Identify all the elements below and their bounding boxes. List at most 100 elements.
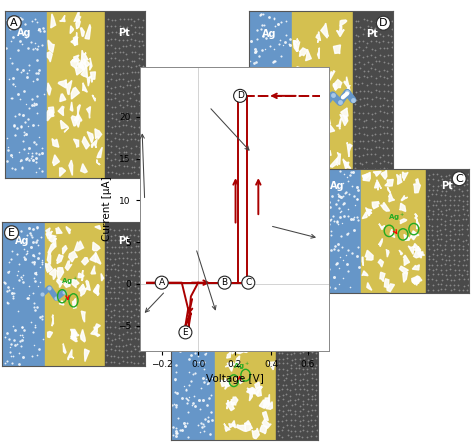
Polygon shape	[71, 116, 79, 126]
Polygon shape	[220, 380, 226, 386]
Text: Pt: Pt	[366, 29, 378, 39]
Polygon shape	[314, 109, 318, 115]
Polygon shape	[58, 80, 66, 88]
Text: Ag$^+$: Ag$^+$	[233, 361, 250, 373]
Polygon shape	[334, 79, 342, 90]
Polygon shape	[225, 381, 231, 389]
Polygon shape	[81, 28, 84, 36]
Polygon shape	[93, 285, 99, 294]
Polygon shape	[366, 209, 372, 216]
Polygon shape	[327, 124, 335, 133]
Polygon shape	[74, 114, 82, 127]
Polygon shape	[246, 388, 255, 393]
Polygon shape	[365, 207, 372, 216]
Polygon shape	[412, 265, 419, 270]
Polygon shape	[268, 314, 273, 321]
Polygon shape	[46, 263, 48, 272]
Polygon shape	[60, 16, 65, 22]
Polygon shape	[81, 65, 87, 78]
Polygon shape	[259, 400, 268, 408]
Polygon shape	[390, 230, 395, 238]
Bar	[353, 11, 393, 189]
Polygon shape	[418, 252, 425, 258]
Polygon shape	[61, 120, 68, 129]
Polygon shape	[246, 337, 252, 345]
Polygon shape	[298, 106, 306, 117]
Polygon shape	[344, 77, 350, 91]
Polygon shape	[232, 335, 236, 343]
Polygon shape	[387, 187, 391, 193]
Polygon shape	[309, 75, 316, 86]
Polygon shape	[81, 164, 87, 173]
Polygon shape	[224, 424, 230, 432]
Polygon shape	[47, 263, 53, 272]
Polygon shape	[56, 227, 62, 234]
Polygon shape	[326, 91, 329, 103]
Polygon shape	[235, 356, 240, 367]
Polygon shape	[95, 129, 101, 139]
Polygon shape	[238, 342, 246, 351]
Polygon shape	[328, 71, 335, 81]
Polygon shape	[379, 224, 385, 230]
Polygon shape	[70, 102, 73, 111]
Polygon shape	[299, 153, 306, 160]
Polygon shape	[306, 49, 311, 61]
Polygon shape	[337, 25, 344, 36]
Polygon shape	[264, 329, 271, 333]
Polygon shape	[400, 219, 407, 224]
Text: Ag: Ag	[15, 237, 29, 246]
Polygon shape	[326, 112, 330, 128]
Polygon shape	[225, 378, 230, 384]
Polygon shape	[300, 48, 307, 56]
Polygon shape	[91, 266, 96, 274]
Polygon shape	[249, 390, 252, 401]
Polygon shape	[64, 280, 70, 287]
Polygon shape	[381, 202, 390, 211]
Text: B: B	[221, 278, 228, 287]
Bar	[171, 311, 215, 440]
Polygon shape	[81, 285, 86, 296]
Polygon shape	[333, 45, 340, 54]
Polygon shape	[266, 402, 273, 409]
Polygon shape	[95, 226, 100, 230]
Polygon shape	[47, 83, 51, 95]
Polygon shape	[52, 315, 54, 326]
Polygon shape	[229, 424, 234, 428]
Polygon shape	[59, 301, 64, 305]
Polygon shape	[49, 234, 57, 242]
Polygon shape	[264, 400, 269, 408]
Polygon shape	[411, 276, 419, 284]
Polygon shape	[247, 388, 255, 394]
Polygon shape	[49, 269, 56, 280]
Polygon shape	[57, 254, 63, 264]
Polygon shape	[63, 246, 67, 254]
Polygon shape	[417, 220, 419, 229]
Bar	[249, 11, 292, 189]
Polygon shape	[229, 364, 233, 371]
Polygon shape	[97, 160, 100, 165]
Polygon shape	[411, 276, 419, 285]
Polygon shape	[233, 314, 238, 323]
Polygon shape	[268, 323, 272, 327]
Polygon shape	[84, 349, 89, 361]
Polygon shape	[47, 332, 53, 337]
Polygon shape	[252, 428, 259, 439]
Polygon shape	[70, 26, 73, 34]
Polygon shape	[302, 140, 310, 150]
Polygon shape	[400, 266, 408, 273]
Polygon shape	[86, 281, 90, 290]
Polygon shape	[53, 155, 59, 166]
Polygon shape	[83, 83, 87, 92]
Polygon shape	[293, 81, 299, 91]
Polygon shape	[90, 58, 92, 70]
Polygon shape	[76, 19, 80, 29]
Text: Pt: Pt	[291, 324, 302, 334]
Polygon shape	[343, 160, 349, 167]
Polygon shape	[73, 32, 78, 45]
Polygon shape	[69, 160, 73, 175]
Polygon shape	[60, 94, 66, 102]
Polygon shape	[101, 274, 104, 281]
Polygon shape	[87, 132, 93, 143]
Polygon shape	[226, 401, 235, 411]
Polygon shape	[91, 139, 97, 148]
